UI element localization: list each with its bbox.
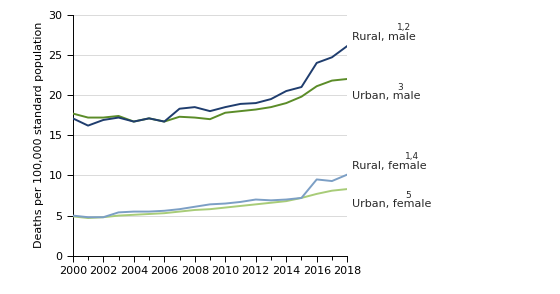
Text: Rural, male: Rural, male [352, 32, 416, 42]
Text: Rural, female: Rural, female [352, 161, 426, 171]
Y-axis label: Deaths per 100,000 standard population: Deaths per 100,000 standard population [34, 22, 44, 248]
Text: Urban, female: Urban, female [352, 199, 431, 209]
Text: 1,2: 1,2 [397, 24, 411, 32]
Text: 3: 3 [397, 83, 403, 92]
Text: 5: 5 [405, 191, 411, 200]
Text: 1,4: 1,4 [405, 152, 419, 161]
Text: Urban, male: Urban, male [352, 91, 420, 101]
